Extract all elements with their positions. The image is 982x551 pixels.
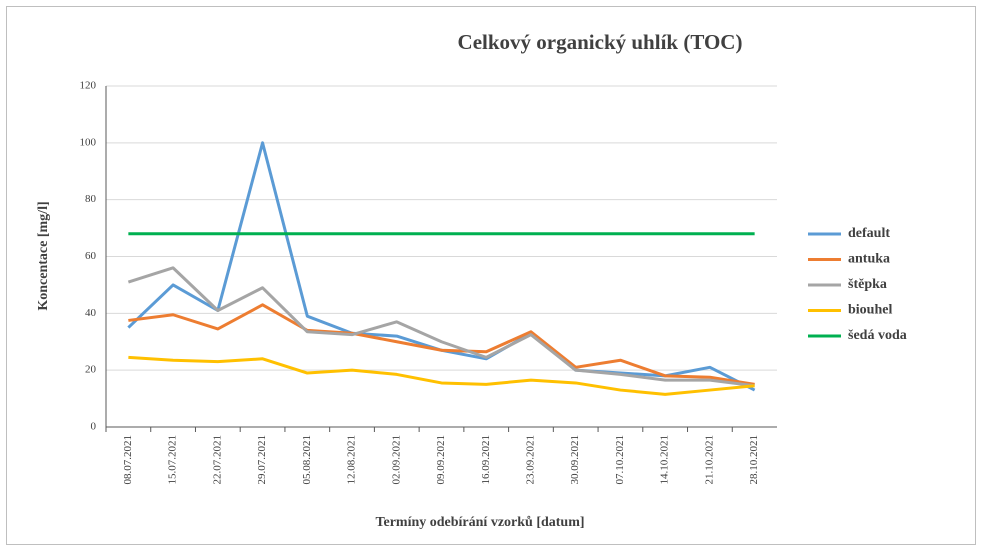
legend-label: biouhel — [848, 303, 892, 318]
legend-label: antuka — [848, 252, 890, 267]
y-tick-label: 100 — [80, 136, 97, 148]
x-tick-label: 05.08.2021 — [301, 435, 313, 485]
series-line — [128, 355, 755, 396]
x-tick-label: 12.08.2021 — [346, 435, 358, 485]
x-tick-label: 08.07.2021 — [122, 435, 134, 485]
x-tick-label: 30.09.2021 — [569, 435, 581, 485]
x-tick-label: 16.09.2021 — [480, 435, 492, 485]
x-axis-label: Termíny odebírání vzorků [datum] — [375, 515, 584, 530]
series-line — [128, 303, 755, 386]
y-tick-label: 40 — [85, 307, 97, 319]
legend-label: default — [848, 226, 890, 241]
x-tick-label: 14.10.2021 — [659, 435, 671, 485]
y-tick-label: 120 — [80, 80, 97, 92]
x-tick-label: 28.10.2021 — [748, 435, 760, 485]
y-tick-label: 80 — [85, 193, 97, 205]
chart-title: Celkový organický uhlík (TOC) — [458, 30, 743, 54]
x-tick-label: 22.07.2021 — [211, 435, 223, 485]
legend-label: štěpka — [848, 277, 887, 292]
x-tick-label: 29.07.2021 — [256, 435, 268, 485]
x-tick-label: 23.09.2021 — [524, 435, 536, 485]
x-tick-label: 09.09.2021 — [435, 435, 447, 485]
y-tick-label: 60 — [85, 250, 97, 262]
series-line — [127, 266, 755, 388]
x-tick-label: 02.09.2021 — [390, 435, 402, 485]
y-tick-label: 20 — [85, 364, 97, 376]
legend-label: šedá voda — [848, 328, 907, 343]
y-tick-label: 0 — [91, 421, 97, 433]
x-tick-label: 07.10.2021 — [614, 435, 626, 485]
y-axis-label: Koncentace [mg/l] — [36, 201, 51, 310]
x-tick-label: 15.07.2021 — [167, 435, 179, 485]
x-tick-label: 21.10.2021 — [703, 435, 715, 485]
chart-frame — [6, 6, 976, 545]
